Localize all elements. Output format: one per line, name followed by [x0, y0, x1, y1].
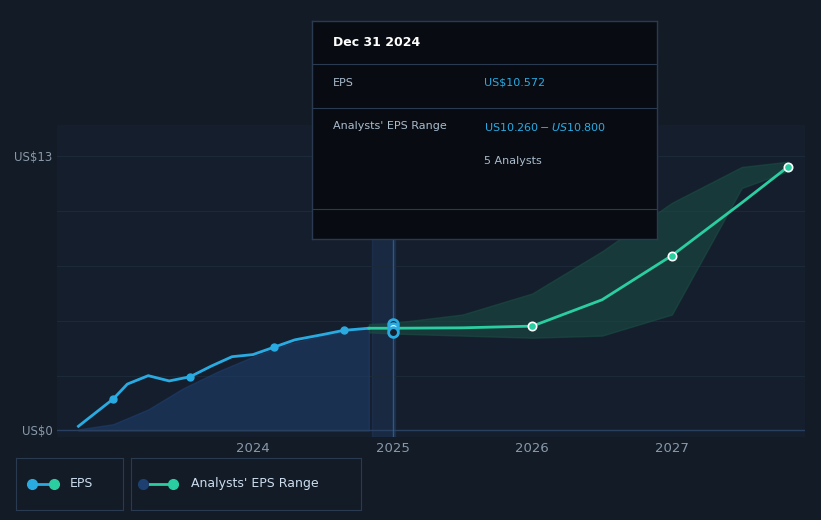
Text: Analysts Forecasts: Analysts Forecasts	[400, 99, 510, 112]
Text: 5 Analysts: 5 Analysts	[484, 156, 542, 166]
Text: US$10.260 - US$10.800: US$10.260 - US$10.800	[484, 121, 607, 133]
Text: Analysts' EPS Range: Analysts' EPS Range	[333, 121, 447, 131]
Text: Actual: Actual	[348, 99, 385, 112]
Text: Dec 31 2024: Dec 31 2024	[333, 36, 420, 49]
Text: US$10.572: US$10.572	[484, 77, 545, 87]
Text: EPS: EPS	[70, 477, 93, 490]
Bar	[372, 125, 396, 437]
Text: Analysts' EPS Range: Analysts' EPS Range	[191, 477, 319, 490]
Text: EPS: EPS	[333, 77, 354, 87]
